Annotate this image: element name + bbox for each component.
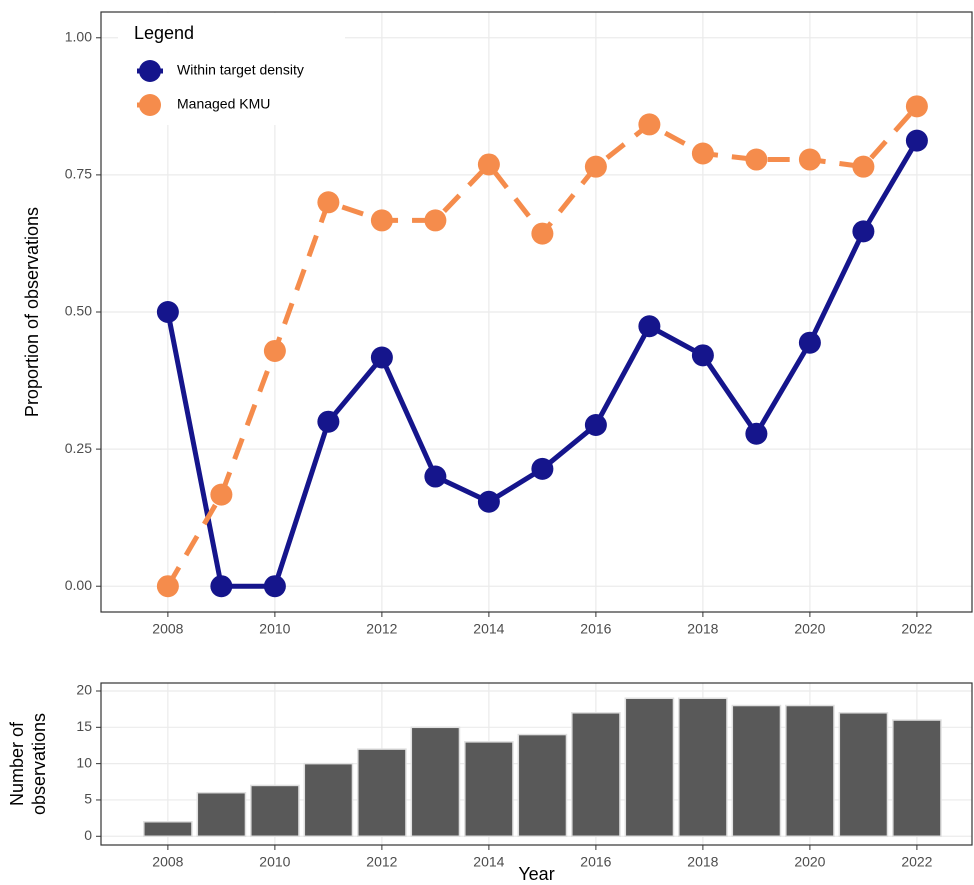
point [424, 209, 447, 232]
point [317, 191, 340, 214]
y-tick-label: 10 [76, 754, 92, 770]
x-tick-label: 2010 [259, 854, 290, 870]
x-tick-label: 2008 [152, 854, 183, 870]
point [477, 153, 500, 176]
x-tick-label: 2016 [580, 854, 611, 870]
point [477, 490, 500, 513]
y-axis-label: Proportion of observations [22, 207, 42, 417]
point [745, 422, 768, 445]
x-tick-label: 2016 [580, 621, 611, 637]
point [156, 575, 179, 598]
point [531, 457, 554, 480]
point [584, 155, 607, 178]
point [852, 220, 875, 243]
y-tick-label: 1.00 [65, 28, 92, 44]
panel-border [100, 11, 973, 613]
legend-label: Managed KMU [177, 96, 270, 112]
legend-label: Within target density [177, 62, 304, 78]
bar [143, 821, 193, 838]
panel-border [100, 682, 973, 846]
x-tick-label: 2010 [259, 621, 290, 637]
bar [892, 719, 942, 838]
x-tick-label: 2018 [687, 621, 718, 637]
point [638, 113, 661, 136]
bar [838, 712, 889, 838]
x-tick-label: 2008 [152, 621, 183, 637]
point [424, 465, 447, 488]
x-axis-label: Year [518, 864, 554, 884]
point [210, 483, 233, 506]
x-tick-label: 2014 [473, 621, 504, 637]
point [691, 142, 714, 165]
point [852, 155, 875, 178]
legend-title: Legend [134, 23, 194, 43]
point [905, 129, 928, 152]
bar [624, 697, 675, 838]
x-tick-label: 2012 [366, 854, 397, 870]
bar [464, 741, 514, 838]
point [210, 575, 233, 598]
y-tick-label: 0.50 [65, 303, 92, 319]
point [798, 331, 821, 354]
bar [250, 784, 300, 838]
point [531, 222, 554, 245]
point [317, 410, 340, 433]
legend-point [139, 60, 161, 82]
bar [678, 697, 728, 838]
y-tick-label: 20 [76, 682, 92, 698]
y-axis-label: observations [29, 713, 49, 815]
bar [731, 704, 782, 838]
x-tick-label: 2014 [473, 854, 504, 870]
y-tick-label: 5 [84, 791, 92, 807]
point [691, 344, 714, 367]
bar [517, 733, 568, 838]
x-tick-label: 2018 [687, 854, 718, 870]
bar [196, 791, 247, 838]
x-tick-label: 2022 [901, 854, 932, 870]
x-tick-label: 2022 [901, 621, 932, 637]
x-tick-label: 2012 [366, 621, 397, 637]
x-tick-label: 2020 [794, 621, 825, 637]
point [905, 95, 928, 118]
y-axis-label: Number of [7, 721, 27, 806]
bar [357, 748, 407, 838]
x-tick-label: 2020 [794, 854, 825, 870]
point [638, 315, 661, 338]
point [584, 413, 607, 436]
legend: Legend Within target density Managed KMU [118, 13, 345, 125]
point [370, 209, 393, 232]
bar [571, 712, 621, 838]
y-tick-label: 0.75 [65, 166, 92, 182]
bar [303, 762, 354, 838]
point [263, 575, 286, 598]
y-tick-label: 0.00 [65, 577, 92, 593]
point [798, 148, 821, 171]
y-tick-label: 15 [76, 718, 92, 734]
y-tick-label: 0.25 [65, 440, 92, 456]
bar [410, 726, 461, 838]
point [156, 301, 179, 323]
point [263, 339, 286, 362]
point [370, 346, 393, 369]
bar [785, 704, 835, 838]
point [745, 148, 768, 171]
legend-point [139, 94, 161, 116]
y-tick-label: 0 [84, 827, 92, 843]
